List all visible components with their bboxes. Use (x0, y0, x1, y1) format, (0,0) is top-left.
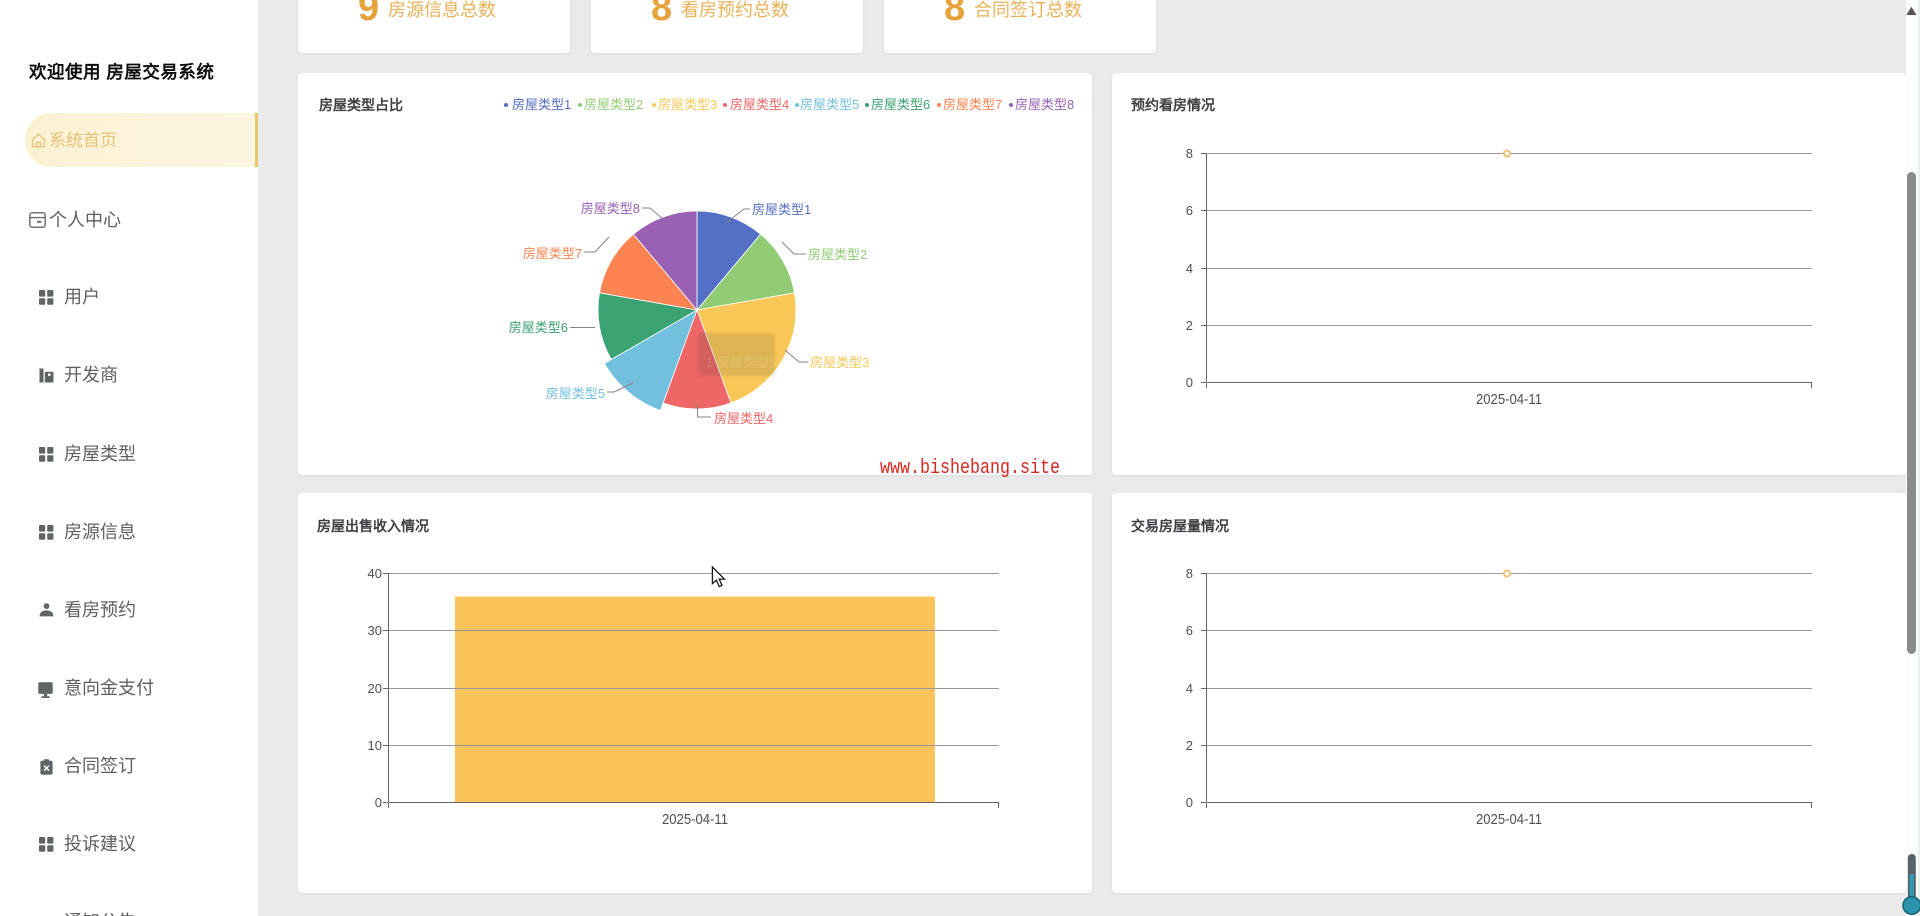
svg-text:房屋类型8: 房屋类型8 (581, 201, 640, 216)
svg-text:6: 6 (1186, 203, 1193, 218)
svg-text:2: 2 (1186, 318, 1193, 333)
svg-text:4: 4 (1186, 261, 1193, 276)
svg-text:4: 4 (1186, 681, 1193, 696)
svg-text:房屋类型2: 房屋类型2 (808, 247, 867, 262)
svg-text:房屋类型4: 房屋类型4 (714, 411, 773, 426)
svg-text:1 房屋类型5: 1 房屋类型5 (706, 355, 776, 370)
svg-text:6: 6 (1186, 623, 1193, 638)
svg-text:房屋类型1: 房屋类型1 (752, 202, 811, 217)
svg-text:0: 0 (1186, 795, 1193, 810)
svg-text:30: 30 (368, 623, 382, 638)
svg-text:8: 8 (1186, 566, 1193, 581)
svg-text:2025-04-11: 2025-04-11 (1476, 811, 1542, 828)
svg-text:房屋类型3: 房屋类型3 (810, 355, 869, 370)
svg-text:2: 2 (1186, 738, 1193, 753)
svg-text:0: 0 (1186, 375, 1193, 390)
svg-text:房屋类型5: 房屋类型5 (546, 386, 605, 401)
svg-text:2025-04-11: 2025-04-11 (1476, 391, 1542, 408)
svg-text:www.bishebang.site: www.bishebang.site (880, 457, 1060, 480)
svg-text:40: 40 (368, 566, 382, 581)
svg-text:房屋类型7: 房屋类型7 (523, 246, 582, 261)
svg-text:房屋类型6: 房屋类型6 (509, 320, 568, 335)
svg-text:10: 10 (368, 738, 382, 753)
svg-text:20: 20 (368, 681, 382, 696)
svg-text:0: 0 (375, 795, 382, 810)
svg-text:2025-04-11: 2025-04-11 (662, 811, 728, 828)
svg-text:8: 8 (1186, 146, 1193, 161)
